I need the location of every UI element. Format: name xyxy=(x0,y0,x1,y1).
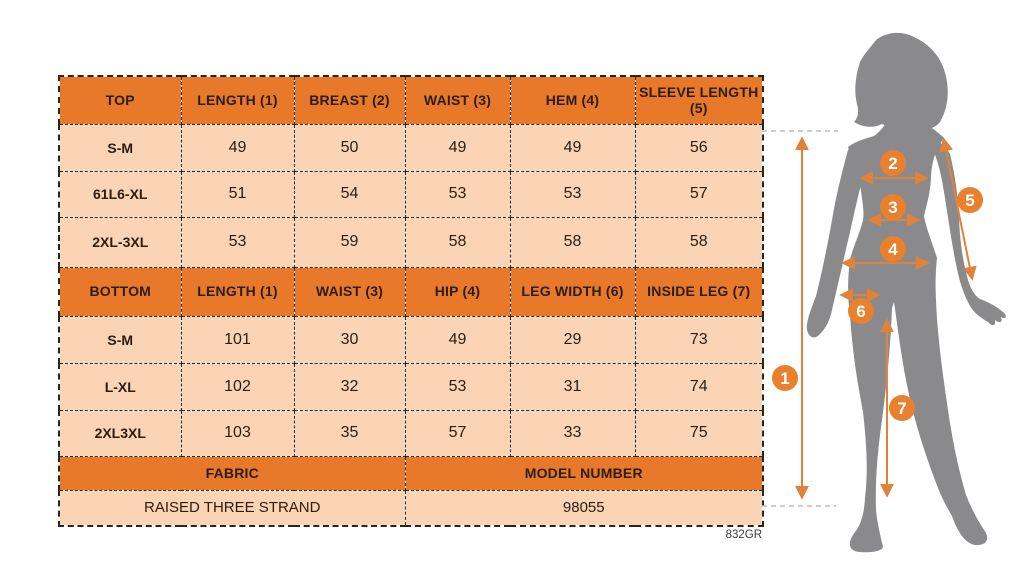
value-cell: 54 xyxy=(293,170,406,218)
bottom-header-row: BOTTOM LENGTH (1) WAIST (3) HIP (4) LEG … xyxy=(58,266,764,317)
model-number-header: MODEL NUMBER xyxy=(404,455,764,491)
marker-7-badge: 7 xyxy=(889,395,915,421)
marker-1-badge: 1 xyxy=(772,365,798,391)
value-cell: 57 xyxy=(634,170,764,218)
marker-circle xyxy=(957,187,983,213)
value-cell: 49 xyxy=(404,315,511,364)
marker-circle xyxy=(880,194,906,220)
value-cell: 32 xyxy=(293,362,406,411)
value-cell: 53 xyxy=(404,362,511,411)
value-cell: 73 xyxy=(634,315,764,364)
col-header-hem: HEM (4) xyxy=(509,75,636,125)
col-header-hip: HIP (4) xyxy=(404,266,511,317)
size-label: L-XL xyxy=(58,362,182,411)
col-header-waist: WAIST (3) xyxy=(293,266,406,317)
col-header-breast: BREAST (2) xyxy=(293,75,406,125)
col-header-length: LENGTH (1) xyxy=(180,75,295,125)
info-value-row: RAISED THREE STRAND 98055 xyxy=(58,489,764,527)
value-cell: 35 xyxy=(293,409,406,457)
value-cell: 56 xyxy=(634,123,764,172)
info-header-row: FABRIC MODEL NUMBER xyxy=(58,455,764,491)
value-cell: 53 xyxy=(180,216,295,268)
fabric-value: RAISED THREE STRAND xyxy=(58,489,406,527)
value-cell: 49 xyxy=(509,123,636,172)
marker-number: 3 xyxy=(888,198,897,217)
silhouette-right-arm xyxy=(928,136,1006,326)
marker-2-badge: 2 xyxy=(880,150,906,176)
marker-number: 2 xyxy=(888,154,897,173)
col-header-sleeve-length: SLEEVE LENGTH (5) xyxy=(634,75,764,125)
size-label: 2XL3XL xyxy=(58,409,182,457)
value-cell: 30 xyxy=(293,315,406,364)
value-cell: 53 xyxy=(509,170,636,218)
value-cell: 75 xyxy=(634,409,764,457)
marker-number: 5 xyxy=(965,191,974,210)
marker-circle xyxy=(880,150,906,176)
marker-5-badge: 5 xyxy=(957,187,983,213)
value-cell: 59 xyxy=(293,216,406,268)
marker-number: 1 xyxy=(780,369,789,388)
value-cell: 101 xyxy=(180,315,295,364)
marker-circle xyxy=(848,298,874,324)
top-header-row: TOP LENGTH (1) BREAST (2) WAIST (3) HEM … xyxy=(58,75,764,125)
measure-arrow-5-sleeve xyxy=(939,137,977,281)
silhouette-hair xyxy=(854,32,948,129)
size-label: S-M xyxy=(58,315,182,364)
value-cell: 57 xyxy=(404,409,511,457)
value-cell: 49 xyxy=(180,123,295,172)
marker-number: 7 xyxy=(897,399,906,418)
marker-number: 4 xyxy=(888,240,898,259)
marker-4-badge: 4 xyxy=(880,236,906,262)
silhouette-body xyxy=(848,114,988,553)
value-cell: 102 xyxy=(180,362,295,411)
silhouette-left-arm xyxy=(806,138,872,338)
marker-3-badge: 3 xyxy=(880,194,906,220)
col-header-waist: WAIST (3) xyxy=(404,75,511,125)
value-cell: 33 xyxy=(509,409,636,457)
value-cell: 103 xyxy=(180,409,295,457)
value-cell: 31 xyxy=(509,362,636,411)
table-row: 2XL-3XL 53 59 58 58 58 xyxy=(58,216,764,268)
col-header-inside-leg: INSIDE LEG (7) xyxy=(634,266,764,317)
table-row: 2XL3XL 103 35 57 33 75 xyxy=(58,409,764,457)
value-cell: 49 xyxy=(404,123,511,172)
table-row: S-M 49 50 49 49 56 xyxy=(58,123,764,172)
marker-circle xyxy=(889,395,915,421)
table-row: L-XL 102 32 53 31 74 xyxy=(58,362,764,411)
value-cell: 58 xyxy=(509,216,636,268)
col-header-length: LENGTH (1) xyxy=(180,266,295,317)
size-table: TOP LENGTH (1) BREAST (2) WAIST (3) HEM … xyxy=(58,75,764,527)
size-label: 61L6-XL xyxy=(58,170,182,218)
value-cell: 53 xyxy=(404,170,511,218)
marker-6-badge: 6 xyxy=(848,298,874,324)
top-section-title: TOP xyxy=(58,75,182,125)
fabric-header: FABRIC xyxy=(58,455,406,491)
size-label: S-M xyxy=(58,123,182,172)
table-row: 61L6-XL 51 54 53 53 57 xyxy=(58,170,764,218)
col-header-leg-width: LEG WIDTH (6) xyxy=(509,266,636,317)
value-cell: 29 xyxy=(509,315,636,364)
marker-circle xyxy=(772,365,798,391)
table-row: S-M 101 30 49 29 73 xyxy=(58,315,764,364)
female-silhouette xyxy=(806,32,1006,553)
bottom-section-title: BOTTOM xyxy=(58,266,182,317)
value-cell: 58 xyxy=(404,216,511,268)
value-cell: 51 xyxy=(180,170,295,218)
value-cell: 50 xyxy=(293,123,406,172)
style-code: 832GR xyxy=(725,529,762,541)
value-cell: 58 xyxy=(634,216,764,268)
size-label: 2XL-3XL xyxy=(58,216,182,268)
marker-number: 6 xyxy=(856,302,865,321)
marker-circle xyxy=(880,236,906,262)
model-number-value: 98055 xyxy=(404,489,764,527)
measurement-figure: 1 2 3 4 5 6 7 xyxy=(762,32,1006,553)
value-cell: 74 xyxy=(634,362,764,411)
